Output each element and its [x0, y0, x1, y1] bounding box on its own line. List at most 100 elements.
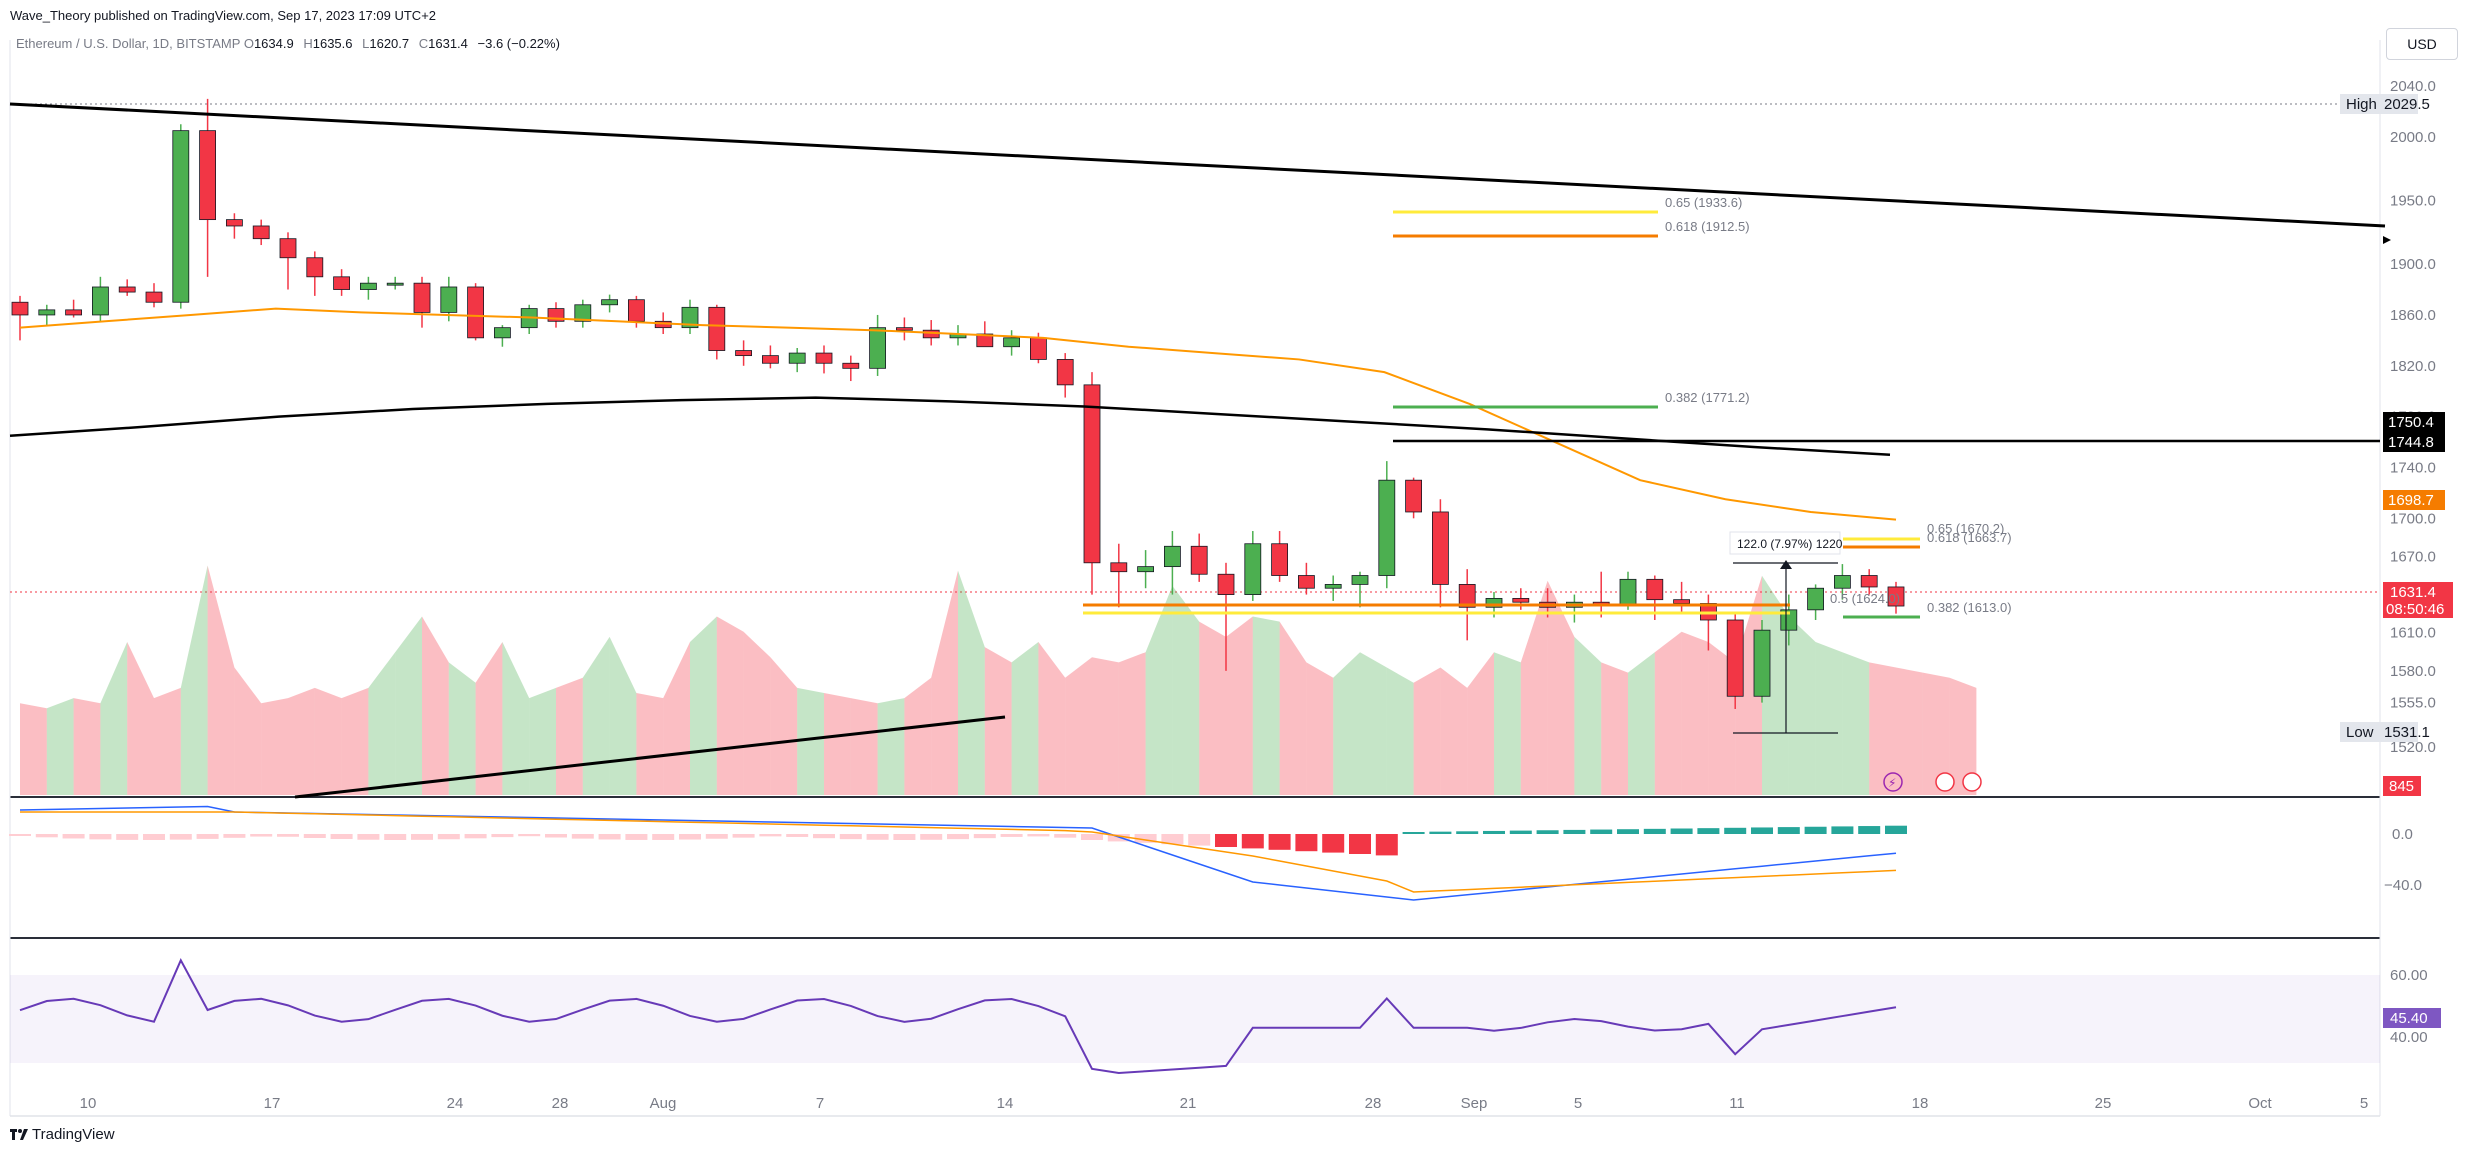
candle-body[interactable]	[199, 130, 217, 221]
candle-body[interactable]	[1190, 545, 1208, 575]
candle-body[interactable]	[896, 327, 913, 331]
candle-body[interactable]	[708, 306, 726, 351]
volume-segment	[154, 687, 181, 795]
ema-orange-line[interactable]	[19, 307, 1897, 521]
candle-body[interactable]	[1351, 575, 1369, 585]
candles[interactable]	[11, 98, 1905, 709]
rsi-line[interactable]	[19, 958, 1897, 1074]
candle-body[interactable]	[628, 299, 645, 322]
ascending-trendline[interactable]	[294, 715, 1006, 799]
candle-body[interactable]	[386, 282, 404, 286]
candle-body[interactable]	[467, 286, 485, 339]
candle-body[interactable]	[1056, 359, 1074, 386]
candle-body[interactable]	[413, 282, 431, 313]
macd-bar	[1697, 828, 1720, 834]
date-axis-label: Oct	[2248, 1095, 2272, 1112]
candle-body[interactable]	[306, 257, 324, 278]
macd-bar	[1777, 827, 1800, 834]
volume-segment	[1520, 580, 1548, 795]
candle-body[interactable]	[38, 309, 56, 316]
volume-segment	[716, 616, 744, 795]
candle-body[interactable]	[359, 282, 377, 290]
candle-body[interactable]	[1807, 587, 1824, 611]
candle-body[interactable]	[735, 350, 752, 357]
candle-body[interactable]	[1164, 545, 1181, 568]
candle-body[interactable]	[1780, 609, 1798, 631]
candle-body[interactable]	[333, 276, 351, 290]
macd-bar	[1509, 830, 1532, 834]
candle-body[interactable]	[65, 309, 82, 316]
candle-body[interactable]	[601, 299, 618, 306]
candle-body[interactable]	[1432, 511, 1449, 585]
candle-body[interactable]	[976, 333, 994, 348]
candle-body[interactable]	[225, 219, 243, 227]
sma-black-line[interactable]	[9, 396, 1891, 457]
date-axis[interactable]: 10 17 24 28 Aug 7 14 21 28 Sep 5 11 18 25 Oct 5	[80, 1095, 2369, 1112]
volume-segment	[1440, 667, 1468, 795]
footer-brand[interactable]: TradingView	[10, 1126, 115, 1143]
candle-body[interactable]	[1887, 586, 1905, 607]
macd-signal-line[interactable]	[20, 811, 1897, 893]
candle-body[interactable]	[788, 352, 806, 364]
descending-trendline[interactable]	[9, 102, 2386, 228]
candle-body[interactable]	[1003, 337, 1020, 348]
candle-body[interactable]	[1030, 337, 1047, 360]
volume-segment	[770, 657, 798, 795]
candle-body[interactable]	[1324, 584, 1342, 589]
candle-body[interactable]	[842, 362, 860, 369]
candle-body[interactable]	[252, 225, 270, 240]
volume-segment	[904, 677, 932, 795]
candle-body[interactable]	[1378, 479, 1396, 576]
candle-body[interactable]	[118, 286, 136, 293]
candle-body[interactable]	[1673, 599, 1690, 604]
candle-body[interactable]	[1753, 629, 1771, 697]
macd-bar	[1643, 828, 1666, 834]
macd-bar	[196, 834, 219, 839]
candle-body[interactable]	[574, 304, 592, 322]
symbol-name[interactable]: Ethereum / U.S. Dollar, 1D, BITSTAMP	[16, 36, 241, 51]
candle-body[interactable]	[11, 301, 29, 316]
currency-button[interactable]: USD	[2386, 28, 2458, 60]
macd-pane[interactable]	[9, 825, 1907, 856]
candle-body[interactable]	[1244, 543, 1262, 595]
candle-body[interactable]	[172, 130, 190, 303]
measure-box[interactable]	[1729, 531, 1841, 555]
symbol-legend[interactable]: Ethereum / U.S. Dollar, 1D, BITSTAMP O16…	[16, 36, 566, 51]
candle-body[interactable]	[1298, 575, 1315, 589]
candle-body[interactable]	[1137, 566, 1154, 573]
candle-body[interactable]	[681, 306, 699, 329]
flag-event-icon-2[interactable]	[1962, 772, 1982, 792]
candle-body[interactable]	[493, 327, 511, 339]
candle-body[interactable]	[145, 291, 163, 303]
dividend-event-icon[interactable]	[1883, 772, 1903, 792]
volume-segment	[877, 698, 905, 795]
candle-body[interactable]	[762, 355, 779, 364]
macd-line[interactable]	[19, 805, 1897, 901]
candle-body[interactable]	[869, 327, 886, 369]
black-tag-1-bg	[2383, 412, 2445, 432]
candle-body[interactable]	[1485, 597, 1503, 608]
candle-body[interactable]	[815, 352, 833, 364]
candle-body[interactable]	[1512, 597, 1530, 603]
macd-bar	[1563, 829, 1586, 834]
candle-body[interactable]	[1646, 578, 1664, 601]
candle-body[interactable]	[1271, 543, 1288, 576]
candle-body[interactable]	[1860, 575, 1878, 588]
candle-body[interactable]	[1726, 619, 1744, 697]
candle-body[interactable]	[279, 238, 297, 259]
candle-body[interactable]	[1458, 584, 1476, 608]
candle-body[interactable]	[1405, 479, 1422, 513]
volume-segment	[1226, 616, 1253, 795]
volume-segment	[341, 687, 369, 795]
flag-event-icon-1[interactable]	[1935, 772, 1955, 792]
candle-body[interactable]	[1217, 573, 1235, 595]
volume-segment	[1494, 652, 1521, 795]
candle-body[interactable]	[1619, 578, 1637, 606]
candle-body[interactable]	[92, 286, 109, 316]
candle-body[interactable]	[1110, 562, 1128, 573]
candle-body[interactable]	[1083, 384, 1101, 564]
candle-body[interactable]	[1834, 575, 1851, 589]
volume-segment	[958, 570, 985, 795]
candle-body[interactable]	[440, 286, 458, 313]
